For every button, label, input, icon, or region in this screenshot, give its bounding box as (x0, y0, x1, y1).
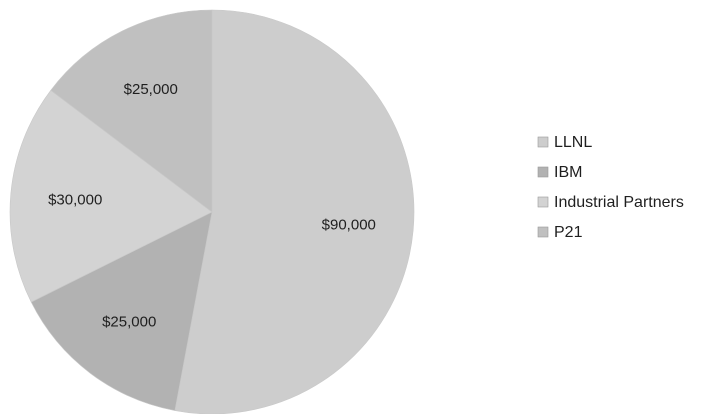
legend-item-industrial-partners: Industrial Partners (537, 194, 684, 211)
legend-label-industrial-partners: Industrial Partners (554, 194, 684, 211)
pie-slice-labels: $90,000 $25,000 $30,000 $25,000 (48, 81, 376, 331)
slice-value-label-ibm: $25,000 (102, 314, 156, 331)
legend-item-p21: P21 (537, 224, 583, 241)
legend-swatch-p21 (537, 226, 549, 238)
legend-label-ibm: IBM (554, 164, 582, 181)
slice-value-label-industrial-partners: $30,000 (48, 191, 102, 208)
pie-slice-p21 (50, 9, 213, 213)
legend-swatch-llnl (537, 136, 549, 148)
pie-slice-llnl (174, 9, 415, 415)
legend-label-p21: P21 (554, 224, 583, 241)
legend: LLNL IBM Industrial Partners P21 (537, 134, 684, 241)
pie-slices (9, 9, 415, 415)
legend-item-llnl: LLNL (537, 134, 592, 151)
pie-slice-ibm (30, 211, 213, 411)
pie-slice-industrial-partners (9, 89, 213, 303)
slice-value-label-llnl: $90,000 (322, 217, 376, 234)
legend-label-llnl: LLNL (554, 134, 592, 151)
legend-swatch-ibm (537, 166, 549, 178)
legend-swatch-industrial-partners (537, 196, 549, 208)
legend-item-ibm: IBM (537, 164, 582, 181)
slice-value-label-p21: $25,000 (124, 81, 178, 98)
